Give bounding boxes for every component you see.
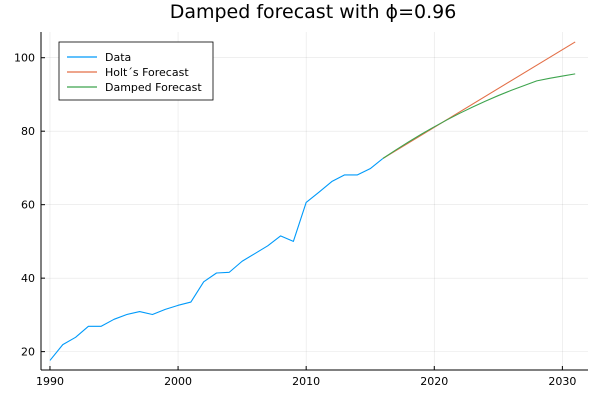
- series-layer: [49, 41, 576, 361]
- legend: Data Holt´s Forecast Damped Forecast: [58, 41, 214, 101]
- x-tick-label: 2030: [548, 375, 576, 388]
- legend-label-2: Damped Forecast: [105, 81, 202, 94]
- x-tick-label: 1990: [36, 375, 64, 388]
- series-line-2: [382, 73, 576, 159]
- y-tick-label: 20: [21, 346, 35, 359]
- chart-title: Damped forecast with ϕ=0.96: [170, 1, 457, 23]
- y-tick-label: 80: [21, 125, 35, 138]
- series-line-0: [49, 157, 384, 361]
- y-tick-label: 100: [14, 52, 35, 65]
- series-line-1: [382, 41, 576, 159]
- legend-box: [58, 41, 214, 101]
- y-tick-label: 40: [21, 272, 35, 285]
- x-tick-label: 2000: [164, 375, 192, 388]
- legend-label-0: Data: [105, 51, 131, 64]
- x-tick-label: 2010: [292, 375, 320, 388]
- x-tick-label: 2020: [420, 375, 448, 388]
- legend-label-1: Holt´s Forecast: [105, 66, 189, 79]
- y-tick-label: 60: [21, 199, 35, 212]
